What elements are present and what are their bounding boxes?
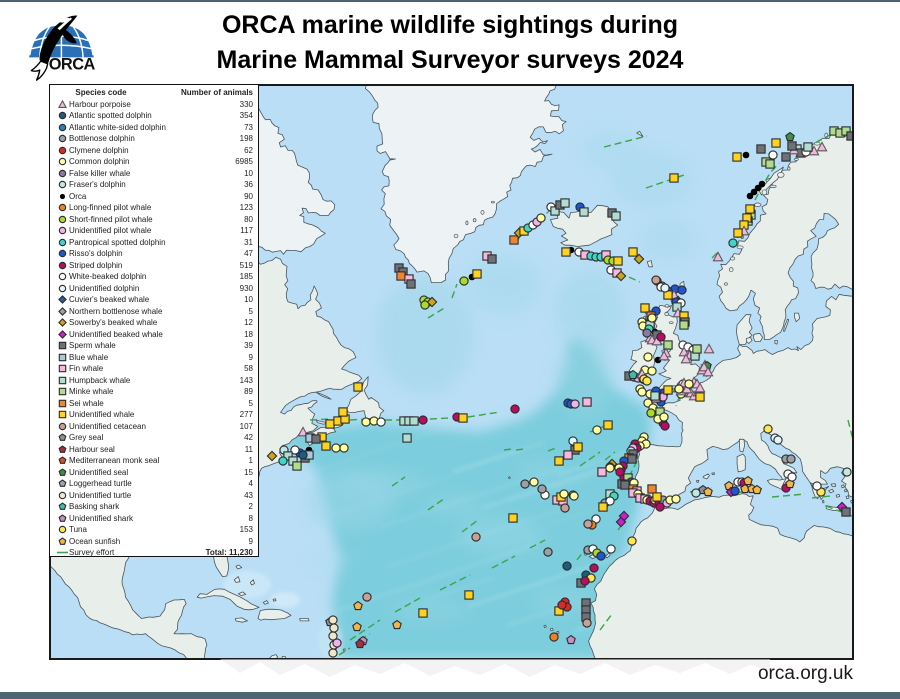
svg-text:ORCA: ORCA <box>49 56 96 74</box>
